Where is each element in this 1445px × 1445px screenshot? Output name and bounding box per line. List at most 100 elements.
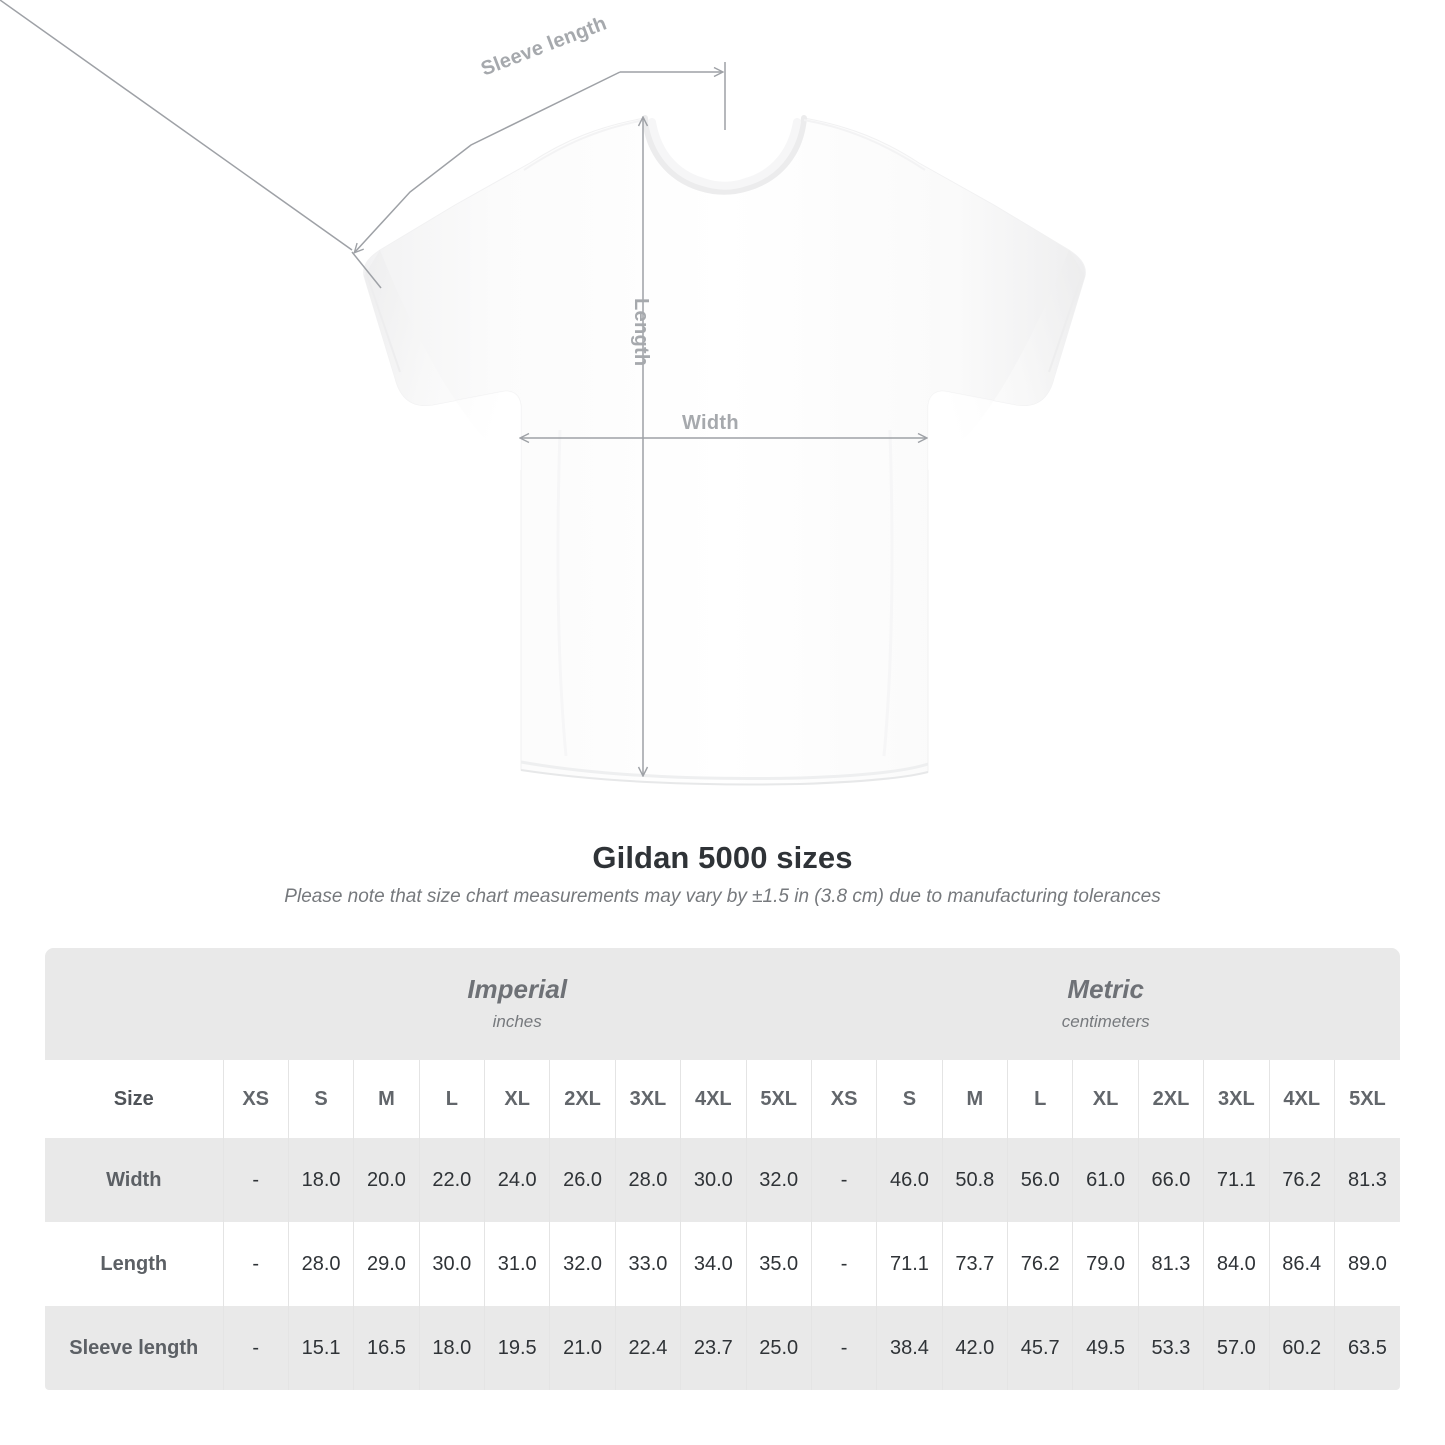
size-header-imperial-s: S [288, 1060, 355, 1138]
cell-length-metric-3xl: 84.0 [1203, 1222, 1270, 1306]
page-title: Gildan 5000 sizes [592, 840, 853, 875]
cell-sleeve-length-imperial-4xl: 23.7 [680, 1306, 747, 1390]
cell-width-metric-xs: - [811, 1138, 878, 1222]
tolerance-note: Please note that size chart measurements… [284, 886, 1161, 907]
cell-width-imperial-xl: 24.0 [484, 1138, 551, 1222]
cell-width-metric-5xl: 81.3 [1334, 1138, 1400, 1222]
cell-width-metric-l: 56.0 [1007, 1138, 1074, 1222]
size-header-metric-s: S [876, 1060, 943, 1138]
cell-width-metric-m: 50.8 [942, 1138, 1009, 1222]
width-label: Width [682, 412, 739, 434]
cell-width-metric-4xl: 76.2 [1269, 1138, 1335, 1222]
row-label-width: Width [45, 1138, 224, 1222]
cell-length-metric-2xl: 81.3 [1138, 1222, 1205, 1306]
cell-sleeve-length-imperial-5xl: 25.0 [746, 1306, 812, 1390]
cell-width-metric-2xl: 66.0 [1138, 1138, 1205, 1222]
cell-length-metric-m: 73.7 [942, 1222, 1009, 1306]
cell-width-metric-3xl: 71.1 [1203, 1138, 1270, 1222]
unit-system-row: Imperial inches Metric centimeters [45, 948, 1400, 1060]
cell-length-imperial-xl: 31.0 [484, 1222, 551, 1306]
cell-sleeve-length-metric-xl: 49.5 [1072, 1306, 1139, 1390]
size-header-imperial-xs: XS [223, 1060, 289, 1138]
size-header-imperial-2xl: 2XL [549, 1060, 616, 1138]
size-header-imperial-3xl: 3XL [615, 1060, 682, 1138]
cell-width-imperial-3xl: 28.0 [615, 1138, 682, 1222]
size-header-metric-l: L [1007, 1060, 1074, 1138]
cell-sleeve-length-imperial-3xl: 22.4 [615, 1306, 682, 1390]
size-header-imperial-4xl: 4XL [680, 1060, 747, 1138]
cell-length-imperial-4xl: 34.0 [680, 1222, 747, 1306]
cell-length-imperial-l: 30.0 [419, 1222, 486, 1306]
unit-header-metric: Metric centimeters [811, 948, 1400, 1060]
size-header-metric-3xl: 3XL [1203, 1060, 1270, 1138]
table-row: Length -28.0 29.0 30.0 31.0 32.0 33.0 34.0 35.0-… [45, 1222, 1400, 1306]
tshirt-diagram: Sleeve length Length Width [0, 0, 1086, 786]
cell-width-imperial-5xl: 32.0 [746, 1138, 812, 1222]
cell-sleeve-length-metric-3xl: 57.0 [1203, 1306, 1270, 1390]
cell-sleeve-length-metric-m: 42.0 [942, 1306, 1009, 1390]
cell-length-imperial-3xl: 33.0 [615, 1222, 682, 1306]
size-header-metric-xs: XS [811, 1060, 878, 1138]
unit-system-label: Metric [1067, 973, 1144, 1004]
sleeve-length-dimension [0, 0, 726, 289]
cell-length-metric-xl: 79.0 [1072, 1222, 1139, 1306]
cell-sleeve-length-imperial-s: 15.1 [288, 1306, 355, 1390]
size-header-imperial-xl: XL [484, 1060, 551, 1138]
cell-width-metric-xl: 61.0 [1072, 1138, 1139, 1222]
cell-length-metric-l: 76.2 [1007, 1222, 1074, 1306]
unit-band-spacer [45, 948, 223, 1060]
cell-sleeve-length-metric-5xl: 63.5 [1334, 1306, 1400, 1390]
size-header-row: Size XS S M L XL 2XL 3XL 4XL 5XL XS S M L XL 2XL 3XL 4XL 5… [45, 1060, 1400, 1138]
cell-width-imperial-l: 22.0 [419, 1138, 486, 1222]
cell-sleeve-length-imperial-xl: 19.5 [484, 1306, 551, 1390]
cell-length-imperial-2xl: 32.0 [549, 1222, 616, 1306]
cell-length-imperial-s: 28.0 [288, 1222, 355, 1306]
cell-length-imperial-5xl: 35.0 [746, 1222, 812, 1306]
size-chart-table: Imperial inches Metric centimeters Size XS S M L… [45, 948, 1400, 1390]
cell-width-imperial-s: 18.0 [288, 1138, 355, 1222]
size-header-imperial-m: M [353, 1060, 420, 1138]
measurement-lines [0, 0, 926, 775]
cell-sleeve-length-imperial-m: 16.5 [353, 1306, 420, 1390]
unit-header-imperial: Imperial inches [223, 948, 812, 1060]
cell-width-imperial-2xl: 26.0 [549, 1138, 616, 1222]
cell-width-metric-s: 46.0 [876, 1138, 943, 1222]
cell-sleeve-length-imperial-l: 18.0 [419, 1306, 486, 1390]
chart-title-block: Gildan 5000 sizes Please note that size … [0, 840, 1445, 908]
cell-sleeve-length-imperial-xs: - [223, 1306, 289, 1390]
cell-sleeve-length-metric-s: 38.4 [876, 1306, 943, 1390]
size-header-metric-xl: XL [1072, 1060, 1139, 1138]
row-label-length: Length [45, 1222, 224, 1306]
cell-sleeve-length-metric-xs: - [811, 1306, 878, 1390]
cell-length-imperial-m: 29.0 [353, 1222, 420, 1306]
size-header-imperial-l: L [419, 1060, 486, 1138]
cell-sleeve-length-imperial-2xl: 21.0 [549, 1306, 616, 1390]
table-row: Sleeve length -15.1 16.5 18.0 19.5 21.0 22.4 23… [45, 1306, 1400, 1390]
cell-sleeve-length-metric-4xl: 60.2 [1269, 1306, 1335, 1390]
size-header-metric-5xl: 5XL [1334, 1060, 1400, 1138]
cell-width-imperial-m: 20.0 [353, 1138, 420, 1222]
size-chart-table-wrap: Imperial inches Metric centimeters Size XS S M L… [45, 948, 1400, 1390]
cell-length-metric-s: 71.1 [876, 1222, 943, 1306]
size-header-metric-4xl: 4XL [1269, 1060, 1335, 1138]
unit-measure-label: inches [492, 1012, 542, 1032]
size-header-metric-m: M [942, 1060, 1009, 1138]
cell-length-metric-5xl: 89.0 [1334, 1222, 1400, 1306]
cell-length-metric-4xl: 86.4 [1269, 1222, 1335, 1306]
cell-sleeve-length-metric-l: 45.7 [1007, 1306, 1074, 1390]
cell-length-metric-xs: - [811, 1222, 878, 1306]
cell-length-imperial-xs: - [223, 1222, 289, 1306]
cell-width-imperial-xs: - [223, 1138, 289, 1222]
length-label: Length [630, 298, 652, 367]
cell-sleeve-length-metric-2xl: 53.3 [1138, 1306, 1205, 1390]
size-header-imperial-5xl: 5XL [746, 1060, 812, 1138]
size-header-metric-2xl: 2XL [1138, 1060, 1205, 1138]
table-row: Width -18.0 20.0 22.0 24.0 26.0 28.0 30.0 32.0-4… [45, 1138, 1400, 1222]
size-column-header: Size [45, 1060, 224, 1138]
tshirt-illustration [0, 0, 1086, 786]
shirt-silhouette [363, 115, 1086, 786]
unit-measure-label: centimeters [1061, 1012, 1150, 1032]
unit-system-label: Imperial [467, 973, 568, 1004]
row-label-sleeve-length: Sleeve length [45, 1306, 224, 1390]
cell-width-imperial-4xl: 30.0 [680, 1138, 747, 1222]
